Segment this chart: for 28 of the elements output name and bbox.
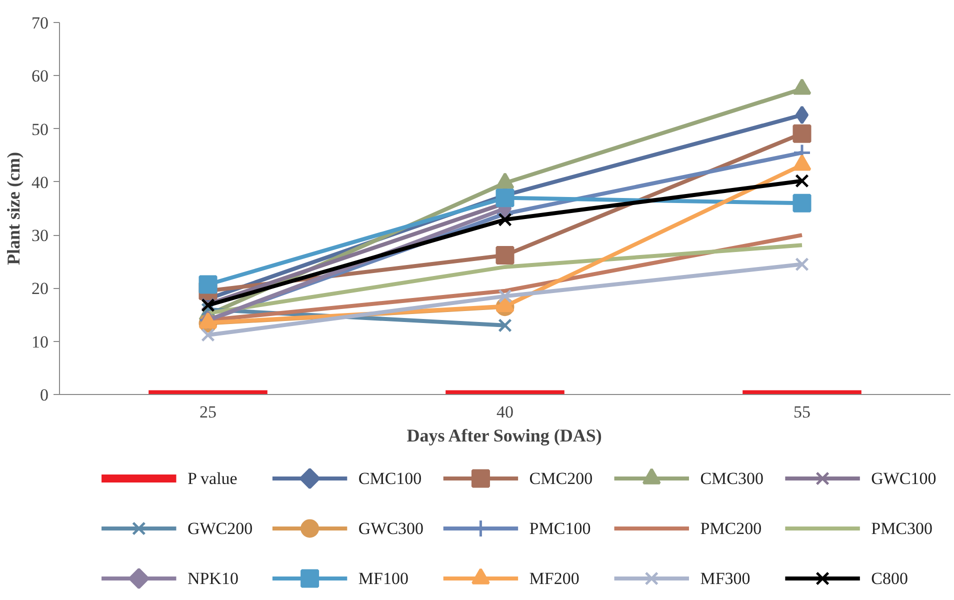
legend-label: P value [187,469,238,488]
x-tick-label: 55 [794,402,810,422]
y-tick-label: 50 [32,120,48,139]
y-axis-title: Plant size (cm) [4,152,24,265]
legend-label: CMC100 [358,469,422,488]
legend-label: PMC300 [871,519,933,538]
legend-label: CMC200 [529,469,593,488]
y-tick-label: 70 [32,14,48,32]
legend-label: MF200 [529,569,580,588]
x-tick-label: 40 [496,402,514,422]
y-tick-label: 40 [32,172,48,192]
y-tick-label: 20 [32,279,48,298]
legend-label: NPK10 [187,569,238,588]
legend-label: C800 [871,569,908,588]
legend-label: GWC200 [187,519,253,538]
y-tick-label: 0 [40,386,48,404]
y-tick-label: 10 [32,332,48,352]
legend-label: MF300 [700,569,750,588]
legend-label: GWC300 [358,519,424,538]
x-axis-title: Days After Sowing (DAS) [406,426,602,446]
y-tick-label: 30 [32,226,48,246]
legend-label: GWC100 [871,469,936,488]
legend-label: PMC200 [700,519,762,538]
legend-label: PMC100 [529,519,591,538]
x-tick-label: 25 [200,402,216,422]
legend-label: CMC300 [700,469,764,488]
legend-label: MF100 [358,569,408,588]
y-tick-label: 60 [32,66,48,86]
